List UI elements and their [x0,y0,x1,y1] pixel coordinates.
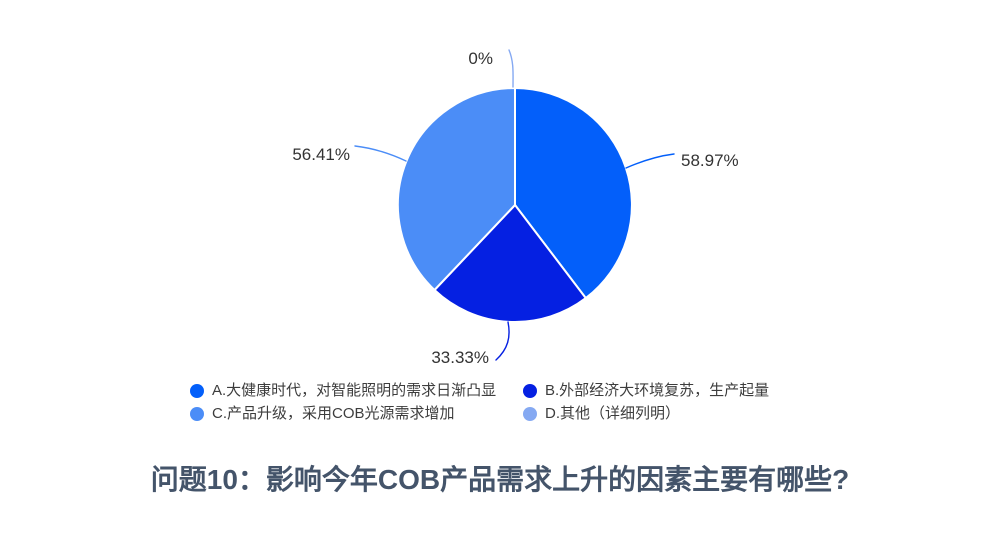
pie-slice-c[interactable] [396,87,516,291]
pie-slices [396,87,633,324]
legend-label-b: B.外部经济大环境复苏，生产起量 [545,382,770,399]
legend-dot-d-icon [523,407,537,421]
legend-item-d[interactable]: D.其他（详细列明） [523,405,680,423]
legend-item-a[interactable]: A.大健康时代，对智能照明的需求日渐凸显 [190,382,496,400]
leader-line-c [354,145,407,162]
leader-line-a [625,153,675,169]
legend-item-b[interactable]: B.外部经济大环境复苏，生产起量 [523,382,769,400]
pie-label-a: 58.97% [681,151,739,170]
legend-label-c: C.产品升级，采用COB光源需求增加 [212,405,455,422]
pie-slice-b[interactable] [433,204,587,324]
pie-label-c: 56.41% [292,145,350,164]
legend-label-a: A.大健康时代，对智能照明的需求日渐凸显 [212,382,497,399]
legend-label-d: D.其他（详细列明） [545,405,681,422]
leader-line-b [495,321,510,361]
legend-dot-b-icon [523,384,537,398]
leader-line-d [508,49,514,88]
pie-label-b: 33.33% [431,348,489,367]
chart-title: 问题10：影响今年COB产品需求上升的因素主要有哪些? [150,464,850,495]
pie-label-d: 0% [468,49,493,68]
legend-dot-a-icon [190,384,204,398]
pie-chart: 58.97% 33.33% 56.41% 0% [292,49,739,367]
legend-item-c[interactable]: C.产品升级，采用COB光源需求增加 [190,405,455,423]
legend-dot-c-icon [190,407,204,421]
